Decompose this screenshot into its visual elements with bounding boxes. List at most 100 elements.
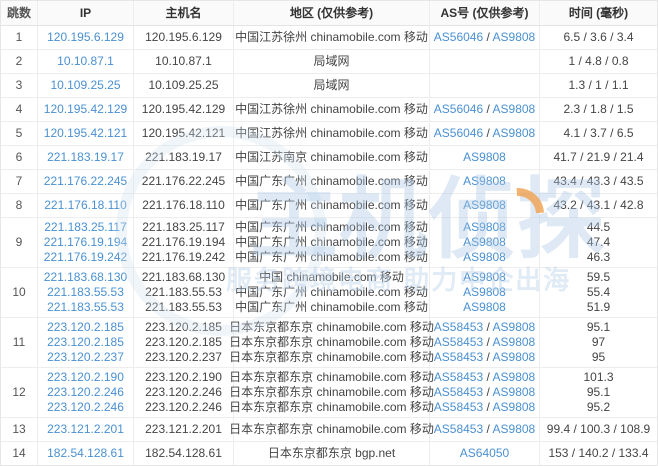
region-cell: 中国江苏南京 chinamobile.com 移动 — [234, 146, 430, 169]
as-link[interactable]: AS9808 — [492, 422, 536, 436]
ip-link[interactable]: 10.10.87.1 — [57, 54, 114, 68]
hop-number: 12 — [1, 368, 38, 417]
as-link[interactable]: AS58453 — [433, 370, 484, 384]
as-link[interactable]: AS9808 — [463, 250, 506, 264]
ip-link[interactable]: 120.195.6.129 — [47, 30, 124, 44]
as-link[interactable]: AS9808 — [463, 174, 506, 188]
asn-cell: AS58453 / AS9808 — [430, 418, 540, 441]
as-link[interactable]: AS58453 — [433, 400, 484, 414]
region-text: 中国广东广州 chinamobile.com 移动 — [235, 250, 428, 264]
as-link[interactable]: AS9808 — [492, 385, 536, 399]
asn-line: AS58453 / AS9808 — [433, 422, 536, 436]
as-link[interactable]: AS9808 — [463, 198, 506, 212]
ip-cell: 120.195.42.121 — [38, 122, 134, 145]
region-text: 日本东京都东京 chinamobile.com 移动 — [229, 422, 434, 436]
ip-link[interactable]: 221.183.19.17 — [47, 150, 124, 164]
ip-link[interactable]: 221.183.55.53 — [47, 285, 124, 299]
as-link[interactable]: AS64050 — [459, 446, 510, 460]
ip-link[interactable]: 221.176.18.110 — [44, 198, 127, 212]
ip-link[interactable]: 221.176.19.194 — [43, 235, 128, 249]
hop-number: 9 — [1, 218, 38, 267]
asn-line: AS58453 / AS9808 — [433, 370, 536, 384]
as-link[interactable]: AS9808 — [492, 400, 536, 414]
ip-link[interactable]: 221.183.68.130 — [43, 270, 128, 284]
hostname-cell: 221.183.68.130 221.183.55.53 221.183.55.53 — [134, 268, 234, 317]
time-text: 6.5 / 3.6 / 3.4 — [563, 30, 634, 44]
ip-link[interactable]: 221.176.22.245 — [43, 174, 128, 188]
as-link[interactable]: AS9808 — [492, 320, 536, 334]
hostname-cell: 221.176.22.245 — [134, 170, 234, 193]
region-text: 中国江苏徐州 chinamobile.com 移动 — [235, 102, 428, 116]
as-link[interactable]: AS9808 — [492, 126, 536, 140]
ip-link[interactable]: 221.183.55.53 — [47, 300, 124, 314]
ip-link[interactable]: 223.120.2.237 — [47, 350, 124, 364]
table-row: 11 223.120.2.185 223.120.2.185 223.120.2.23… — [1, 318, 657, 368]
hostname-text: 223.120.2.246 — [145, 385, 222, 399]
asn-line: AS56046 / AS9808 — [433, 102, 536, 116]
time-cell: 1 / 4.8 / 0.8 — [540, 50, 657, 73]
table-header-row: 跳数 IP 主机名 地区 (仅供参考) AS号 (仅供参考) 时间 (毫秒) — [1, 1, 657, 26]
asn-line: AS9808 — [463, 174, 506, 189]
hop-number: 3 — [1, 74, 38, 97]
ip-link[interactable]: 120.195.42.129 — [43, 102, 128, 116]
as-link[interactable]: AS9808 — [463, 285, 506, 299]
as-link[interactable]: AS58453 — [433, 350, 484, 364]
ip-link[interactable]: 182.54.128.61 — [47, 446, 124, 460]
region-cell: 中国广东广州 chinamobile.com 移动 — [234, 194, 430, 217]
as-link[interactable]: AS9808 — [492, 370, 536, 384]
as-link[interactable]: AS9808 — [492, 350, 536, 364]
ip-link[interactable]: 10.109.25.25 — [50, 78, 121, 92]
time-text: 153 / 140.2 / 133.4 — [548, 446, 649, 460]
ip-link[interactable]: 223.120.2.185 — [47, 335, 124, 349]
hostname-cell: 120.195.6.129 — [134, 26, 234, 49]
hostname-text: 221.183.55.53 — [145, 285, 222, 299]
as-link[interactable]: AS58453 — [433, 320, 484, 334]
table-row: 13 223.121.2.201 223.121.2.201 日本东京都东京 chin… — [1, 418, 657, 442]
region-text: 中国江苏徐州 chinamobile.com 移动 — [235, 30, 428, 44]
hostname-cell: 120.195.42.129 — [134, 98, 234, 121]
ip-link[interactable]: 223.120.2.190 — [47, 370, 124, 384]
as-link[interactable]: AS9808 — [463, 235, 506, 249]
ip-link[interactable]: 120.195.42.121 — [43, 126, 128, 140]
hostname-text: 223.120.2.246 — [145, 400, 222, 414]
as-link[interactable]: AS9808 — [492, 30, 536, 44]
time-text: 101.3 — [583, 370, 614, 384]
as-link[interactable]: AS9808 — [492, 335, 536, 349]
ip-link[interactable]: 223.120.2.246 — [47, 400, 124, 414]
asn-cell — [430, 50, 540, 73]
table-row: 2 10.10.87.1 10.10.87.1 局域网 1 / 4.8 / 0.8 — [1, 50, 657, 74]
hop-number: 2 — [1, 50, 38, 73]
table-row: 12 223.120.2.190 223.120.2.246 223.120.2.24… — [1, 368, 657, 418]
as-link[interactable]: AS58453 — [433, 385, 484, 399]
as-link[interactable]: AS9808 — [463, 150, 506, 164]
ip-link[interactable]: 221.176.19.242 — [43, 250, 128, 264]
table-row: 14 182.54.128.61 182.54.128.61 日本东京都东京 bgp.… — [1, 442, 657, 465]
ip-link[interactable]: 223.120.2.185 — [47, 320, 124, 334]
ip-link[interactable]: 223.120.2.246 — [47, 385, 124, 399]
time-cell: 43.4 / 43.3 / 43.5 — [540, 170, 657, 193]
as-link[interactable]: AS58453 — [433, 335, 484, 349]
region-text: 中国广东广州 chinamobile.com 移动 — [235, 235, 428, 249]
table-row: 8 221.176.18.110 221.176.18.110 中国广东广州 chin… — [1, 194, 657, 218]
table-row: 7 221.176.22.245 221.176.22.245 中国广东广州 chin… — [1, 170, 657, 194]
ip-link[interactable]: 223.121.2.201 — [47, 422, 124, 436]
time-text: 1.3 / 1 / 1.1 — [568, 78, 629, 92]
as-link[interactable]: AS9808 — [463, 220, 506, 234]
asn-line: AS58453 / AS9808 — [433, 350, 536, 364]
as-link[interactable]: AS56046 — [433, 30, 484, 44]
as-link[interactable]: AS56046 — [433, 102, 484, 116]
as-link[interactable]: AS58453 — [433, 422, 484, 436]
table-row: 5 120.195.42.121 120.195.42.121 中国江苏徐州 chin… — [1, 122, 657, 146]
as-link[interactable]: AS56046 — [433, 126, 484, 140]
as-link[interactable]: AS9808 — [463, 270, 506, 284]
hostname-text: 223.121.2.201 — [145, 422, 222, 436]
asn-cell: AS64050 — [430, 442, 540, 465]
ip-link[interactable]: 221.183.25.117 — [44, 220, 127, 234]
as-link[interactable]: AS9808 — [492, 102, 536, 116]
hostname-text: 223.120.2.237 — [145, 350, 222, 364]
ip-cell: 10.10.87.1 — [38, 50, 134, 73]
column-header-time: 时间 (毫秒) — [568, 5, 629, 20]
hostname-cell: 182.54.128.61 — [134, 442, 234, 465]
as-link[interactable]: AS9808 — [463, 300, 506, 314]
